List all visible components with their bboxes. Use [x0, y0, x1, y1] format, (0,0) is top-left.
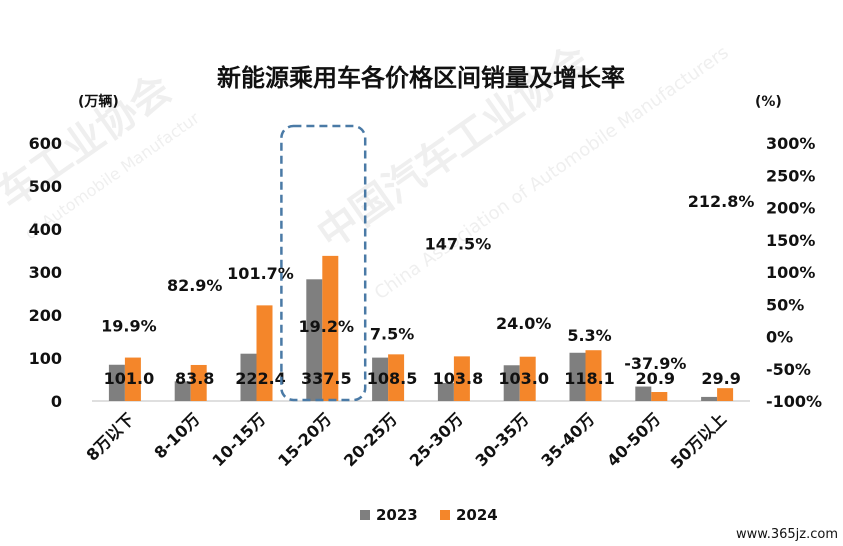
growth-label: 19.2% — [299, 317, 355, 336]
bar-2024 — [322, 255, 339, 401]
value-label: 29.9 — [701, 369, 740, 388]
x-tick-label: 25-30万 — [406, 409, 467, 470]
left-tick-label: 400 — [29, 220, 62, 239]
left-tick-label: 600 — [29, 134, 62, 153]
left-tick-label: 0 — [51, 392, 62, 411]
right-tick-label: 50% — [766, 295, 804, 314]
left-axis: 0 100 200 300 400 500 600 — [29, 134, 62, 411]
x-tick-label: 20-25万 — [340, 409, 401, 470]
x-axis-labels: 8万以下 8-10万 10-15万 15-20万 20-25万 25-30万 30-35万 3… — [82, 409, 729, 472]
x-tick-label: 50万以上 — [667, 409, 730, 472]
right-tick-label: 200% — [766, 199, 815, 218]
left-unit: (万辆) — [78, 93, 119, 110]
highlight-rect — [280, 124, 367, 402]
bars — [108, 255, 734, 401]
left-tick-label: 100 — [29, 349, 62, 368]
bar-2024 — [256, 305, 273, 401]
x-tick-label: 8-10万 — [150, 409, 203, 462]
value-label: 108.5 — [367, 369, 418, 388]
bar-2023 — [635, 386, 652, 401]
bar-2024 — [190, 364, 207, 401]
right-unit: (%) — [755, 94, 782, 110]
bar-2023 — [701, 396, 718, 401]
bar-2023 — [174, 381, 191, 401]
bar-2023 — [437, 382, 454, 401]
right-tick-label: -50% — [766, 360, 811, 379]
bar-2023 — [569, 352, 586, 401]
site-watermark: www.365jz.com — [736, 527, 838, 542]
x-tick-label: 15-20万 — [274, 409, 335, 470]
legend-swatch-2023 — [360, 510, 370, 520]
legend-swatch-2024 — [440, 510, 450, 520]
x-tick-label: 10-15万 — [208, 409, 269, 470]
bar-2023 — [372, 357, 389, 401]
bar-2024 — [519, 356, 536, 401]
left-tick-label: 200 — [29, 306, 62, 325]
growth-label: 147.5% — [425, 234, 492, 253]
chart-title: 新能源乘用车各价格区间销量及增长率 — [217, 64, 625, 92]
legend-label-2023: 2023 — [376, 506, 418, 524]
bar-2023 — [240, 353, 257, 401]
left-tick-label: 500 — [29, 177, 62, 196]
growth-labels: 19.9% 82.9%101.7% 19.2% 7.5% 147.5% 24.0% 5.3%… — [101, 192, 754, 373]
highlight-box — [280, 124, 367, 402]
right-tick-label: 250% — [766, 166, 815, 185]
bar-2023 — [108, 364, 125, 401]
right-tick-label: 0% — [766, 328, 793, 347]
x-tick-label: 30-35万 — [472, 409, 533, 470]
right-axis: -100% -50% 0% 50% 100% 150% 200% 250% 300% — [766, 134, 822, 411]
left-tick-label: 300 — [29, 263, 62, 282]
growth-label: 7.5% — [370, 325, 414, 344]
value-label: 337.5 — [301, 369, 352, 388]
value-label: 20.9 — [636, 369, 675, 388]
growth-label: 82.9% — [167, 276, 223, 295]
bar-2024 — [717, 388, 734, 401]
value-label: 103.8 — [433, 369, 484, 388]
legend: 2023 2024 — [360, 506, 498, 524]
bar-2024 — [651, 392, 668, 401]
bar-2023 — [306, 279, 323, 401]
x-tick-label: 35-40万 — [537, 409, 598, 470]
right-tick-label: -100% — [766, 392, 822, 411]
value-labels: 101.0 83.8 222.4 337.5 108.5 103.8 103.0 118.1 2… — [104, 369, 741, 388]
value-label: 83.8 — [175, 369, 214, 388]
growth-label: 212.8% — [688, 192, 755, 211]
x-tick-label: 40-50万 — [603, 409, 664, 470]
legend-label-2024: 2024 — [456, 506, 498, 524]
value-label: 118.1 — [564, 369, 615, 388]
value-label: 222.4 — [235, 369, 286, 388]
growth-label: 19.9% — [101, 317, 157, 336]
right-tick-label: 300% — [766, 134, 815, 153]
bar-2024 — [388, 354, 405, 401]
right-tick-label: 100% — [766, 263, 815, 282]
value-label: 101.0 — [104, 369, 155, 388]
bar-2024 — [124, 357, 141, 401]
bar-2024 — [585, 350, 602, 401]
growth-label: 5.3% — [567, 326, 611, 345]
x-tick-label: 8万以下 — [82, 409, 137, 464]
growth-label: -37.9% — [624, 354, 686, 373]
value-label: 103.0 — [498, 369, 549, 388]
bar-2024 — [453, 356, 470, 401]
growth-label: 101.7% — [227, 264, 294, 283]
right-tick-label: 150% — [766, 231, 815, 250]
bar-2023 — [503, 365, 520, 401]
growth-label: 24.0% — [496, 314, 552, 333]
